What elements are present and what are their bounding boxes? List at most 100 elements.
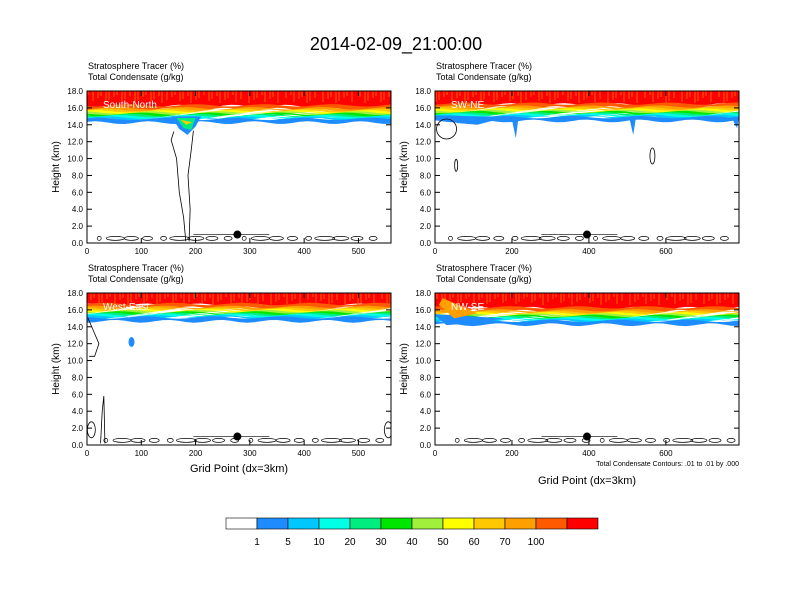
condensate-contour (96, 236, 102, 241)
y-tick-label: 18.0 (67, 87, 83, 96)
tracer-stripe (673, 91, 675, 98)
tracer-stripe (530, 91, 532, 97)
tracer-stripe (575, 91, 577, 96)
tracer-stripe (586, 91, 588, 98)
tracer-stripe (198, 91, 200, 98)
tracer-stripe (457, 293, 459, 304)
tracer-stripe (235, 91, 237, 102)
tracer-stripe (634, 293, 636, 302)
tracer-stripe (621, 293, 623, 301)
tracer-stripe (612, 91, 614, 100)
tracer-stripe (253, 91, 255, 100)
tracer-stripe (156, 293, 158, 304)
tracer-stripe (657, 91, 659, 99)
condensate-contour (454, 438, 460, 443)
tracer-stripe (501, 91, 503, 97)
tracer-stripe (723, 91, 725, 103)
tracer-stripe (90, 293, 92, 300)
tracer-stripe (488, 91, 490, 96)
condensate-contour (545, 438, 563, 443)
x-tick-label: 500 (352, 247, 366, 256)
tracer-stripe (560, 293, 562, 303)
tracer-stripe (452, 293, 454, 298)
tracer-stripe (359, 91, 361, 97)
tracer-stripe (716, 293, 718, 305)
tracer-stripe (584, 293, 586, 297)
tracer-stripe (98, 293, 100, 304)
tracer-stripe (130, 293, 132, 302)
tracer-stripe (571, 293, 573, 305)
tracer-stripe (320, 293, 322, 301)
y-tick-label: 16.0 (415, 306, 431, 315)
tracer-stripe (203, 91, 205, 95)
condensate-contour (205, 236, 219, 241)
tracer-stripe (159, 293, 161, 302)
tracer-stripe (546, 91, 548, 96)
tracer-stripe (605, 293, 607, 302)
tracer-blob (128, 336, 135, 347)
tracer-stripe (464, 91, 466, 102)
tracer-stripe (666, 293, 668, 300)
tracer-stripe (665, 91, 667, 103)
tracer-stripe (338, 91, 340, 101)
tracer-stripe (599, 91, 601, 99)
tracer-stripe (719, 293, 721, 303)
tracer-stripe (505, 293, 507, 301)
tracer-stripe (525, 91, 527, 100)
tracer-stripe (441, 293, 443, 305)
condensate-contour (305, 236, 312, 241)
tracer-stripe (246, 293, 248, 302)
condensate-contour (482, 438, 497, 443)
tracer-stripe (523, 293, 525, 299)
tracer-stripe (649, 91, 651, 95)
tracer-stripe (290, 91, 292, 95)
x-tick-label: 0 (433, 247, 438, 256)
tracer-stripe (344, 293, 346, 304)
tracer-stripe (254, 293, 256, 297)
tracer-stripe (531, 293, 533, 303)
tracer-stripe (262, 293, 264, 301)
colorbar-label: 50 (437, 537, 449, 548)
x-tick-label: 0 (433, 449, 438, 458)
tracer-stripe (190, 91, 192, 103)
y-tick-label: 14.0 (67, 121, 83, 130)
tracer-stripe (272, 91, 274, 97)
colorbar: 1 5 10 20 30 40 50 60 70 100 (225, 517, 599, 548)
y-tick-label: 4.0 (72, 205, 84, 214)
y-tick-label: 14.0 (415, 323, 431, 332)
tracer-stripe (368, 293, 370, 298)
tracer-stripe (381, 293, 383, 299)
condensate-contour (100, 395, 106, 444)
tracer-stripe (277, 91, 279, 103)
y-tick-label: 2.0 (72, 424, 84, 433)
colorbar-swatch (349, 517, 382, 530)
tracer-stripe (386, 293, 388, 305)
y-tick-label: 2.0 (72, 222, 84, 231)
condensate-contour (602, 236, 621, 241)
panel-header-line2: Total Condensate (g/kg) (88, 72, 184, 82)
tracer-stripe (180, 293, 182, 298)
condensate-contour (293, 438, 305, 443)
tracer-stripe (616, 293, 618, 304)
colorbar-swatch (380, 517, 413, 530)
tracer-stripe (652, 91, 654, 102)
condensate-contour (690, 438, 708, 443)
condensate-contour (575, 236, 584, 241)
tracer-stripe (264, 91, 266, 102)
tracer-band-7 (435, 110, 739, 116)
condensate-contour (321, 438, 342, 443)
tracer-stripe (257, 293, 259, 304)
condensate-contour (103, 438, 109, 443)
y-tick-label: 8.0 (420, 171, 432, 180)
condensate-contour (720, 236, 729, 241)
tracer-stripe (224, 91, 226, 100)
tracer-stripe (629, 293, 631, 305)
x-tick-label: 0 (85, 449, 90, 458)
condensate-contour (520, 236, 542, 241)
condensate-contour (87, 421, 96, 439)
tracer-stripe (732, 293, 734, 304)
tracer-stripe (642, 293, 644, 297)
tracer-stripe (172, 293, 174, 303)
fold-blue (629, 118, 636, 135)
